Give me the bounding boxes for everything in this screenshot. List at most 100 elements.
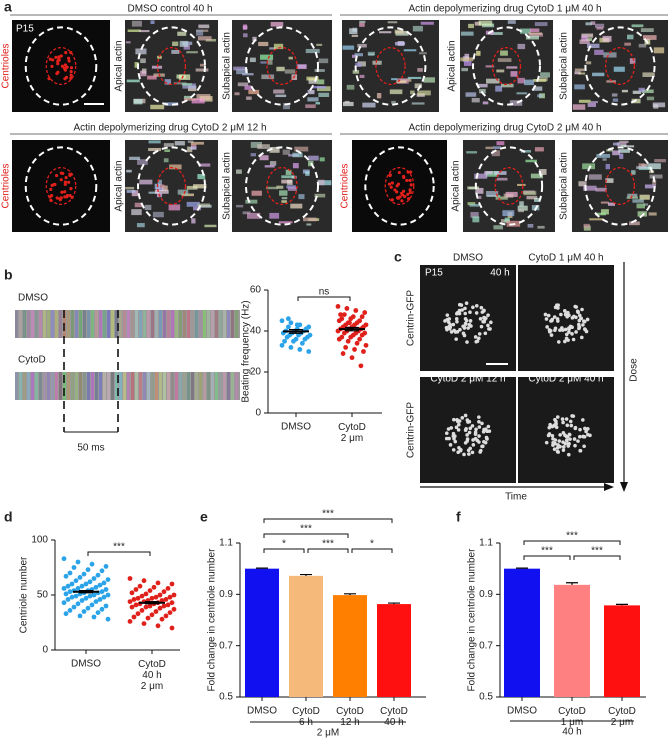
kymo-stripe bbox=[127, 372, 130, 400]
texture bbox=[140, 70, 147, 77]
arrow-head bbox=[620, 482, 628, 492]
significance-bracket bbox=[351, 548, 393, 553]
centriole bbox=[482, 439, 486, 444]
texture bbox=[349, 28, 358, 35]
centriole bbox=[447, 436, 451, 441]
centriole bbox=[406, 192, 410, 196]
texture bbox=[627, 34, 634, 40]
data-point bbox=[81, 571, 87, 577]
kymo-stripe bbox=[39, 310, 42, 338]
kymo-stripe bbox=[71, 372, 74, 400]
kymo-stripe bbox=[59, 372, 62, 400]
texture bbox=[269, 146, 280, 153]
error-bar bbox=[300, 573, 312, 576]
data-point bbox=[105, 616, 111, 622]
centriole bbox=[478, 450, 482, 454]
texture bbox=[517, 183, 526, 186]
texture bbox=[292, 163, 299, 169]
texture bbox=[303, 217, 317, 222]
data-point bbox=[341, 330, 347, 336]
micrograph bbox=[352, 140, 447, 232]
centriole bbox=[65, 65, 69, 69]
centriole bbox=[56, 62, 60, 66]
texture bbox=[236, 68, 248, 75]
data-point bbox=[285, 324, 291, 330]
group-label: 40 h bbox=[562, 727, 581, 738]
centriole bbox=[474, 311, 479, 315]
kymo-stripe bbox=[135, 310, 138, 338]
centriole bbox=[567, 313, 571, 318]
kymo-stripe bbox=[179, 310, 182, 338]
texture bbox=[134, 202, 143, 208]
texture bbox=[164, 102, 179, 106]
texture bbox=[237, 82, 249, 87]
y-tick-label: 0.5 bbox=[219, 692, 233, 703]
centriole bbox=[49, 187, 53, 191]
centriole bbox=[56, 70, 60, 74]
data-point bbox=[99, 568, 105, 574]
kymo-stripe bbox=[143, 372, 146, 400]
data-point bbox=[69, 581, 75, 587]
centriole bbox=[464, 318, 469, 323]
significance-label: *** bbox=[300, 524, 312, 535]
texture bbox=[500, 83, 514, 88]
centriole bbox=[460, 308, 464, 312]
centriole bbox=[465, 340, 469, 344]
centriole bbox=[574, 315, 578, 320]
texture bbox=[367, 51, 375, 56]
centriole bbox=[583, 426, 587, 431]
kymo-stripe bbox=[19, 310, 22, 338]
data-point bbox=[153, 594, 159, 600]
texture bbox=[151, 65, 163, 69]
data-point bbox=[163, 597, 169, 602]
texture bbox=[631, 170, 636, 175]
centriole bbox=[554, 419, 558, 424]
texture bbox=[391, 100, 396, 104]
data-point bbox=[151, 584, 157, 590]
centriole bbox=[63, 195, 67, 199]
centriole bbox=[64, 51, 68, 55]
centriole bbox=[54, 173, 59, 178]
texture bbox=[595, 187, 607, 192]
texture bbox=[477, 83, 488, 88]
apical-outline bbox=[266, 46, 298, 86]
kymo-stripe bbox=[51, 372, 54, 400]
significance-bracket bbox=[263, 518, 393, 523]
apical-outline bbox=[494, 166, 524, 206]
texture bbox=[495, 196, 508, 200]
data-point bbox=[71, 604, 77, 610]
texture bbox=[578, 72, 586, 75]
texture bbox=[233, 66, 246, 71]
row-label: Centrin-GFP bbox=[406, 290, 417, 346]
image-label: Apical actin bbox=[114, 160, 125, 211]
panel-label: d bbox=[4, 509, 13, 525]
y-tick-label: 0 bbox=[42, 645, 48, 656]
kymo-stripe bbox=[123, 310, 126, 338]
texture bbox=[148, 140, 161, 144]
centriole bbox=[572, 437, 577, 441]
centriole bbox=[581, 319, 586, 323]
bar bbox=[604, 605, 640, 697]
data-point bbox=[157, 605, 163, 611]
texture bbox=[135, 48, 147, 55]
texture bbox=[411, 102, 425, 105]
kymo-stripe bbox=[83, 372, 86, 400]
texture bbox=[471, 98, 480, 103]
texture bbox=[260, 61, 267, 64]
texture bbox=[589, 218, 604, 221]
data-point bbox=[282, 338, 287, 344]
texture bbox=[642, 35, 657, 40]
texture bbox=[317, 179, 325, 186]
centriole bbox=[69, 70, 73, 74]
kymo-stripe bbox=[171, 372, 174, 400]
panel-label: c bbox=[394, 249, 402, 265]
centriole bbox=[567, 441, 571, 446]
kymo-stripe bbox=[171, 310, 174, 338]
texture bbox=[612, 98, 619, 102]
texture bbox=[470, 212, 479, 218]
texture bbox=[491, 150, 500, 157]
texture bbox=[279, 190, 288, 196]
texture bbox=[534, 147, 544, 152]
texture bbox=[506, 66, 518, 69]
centriole bbox=[447, 326, 452, 331]
